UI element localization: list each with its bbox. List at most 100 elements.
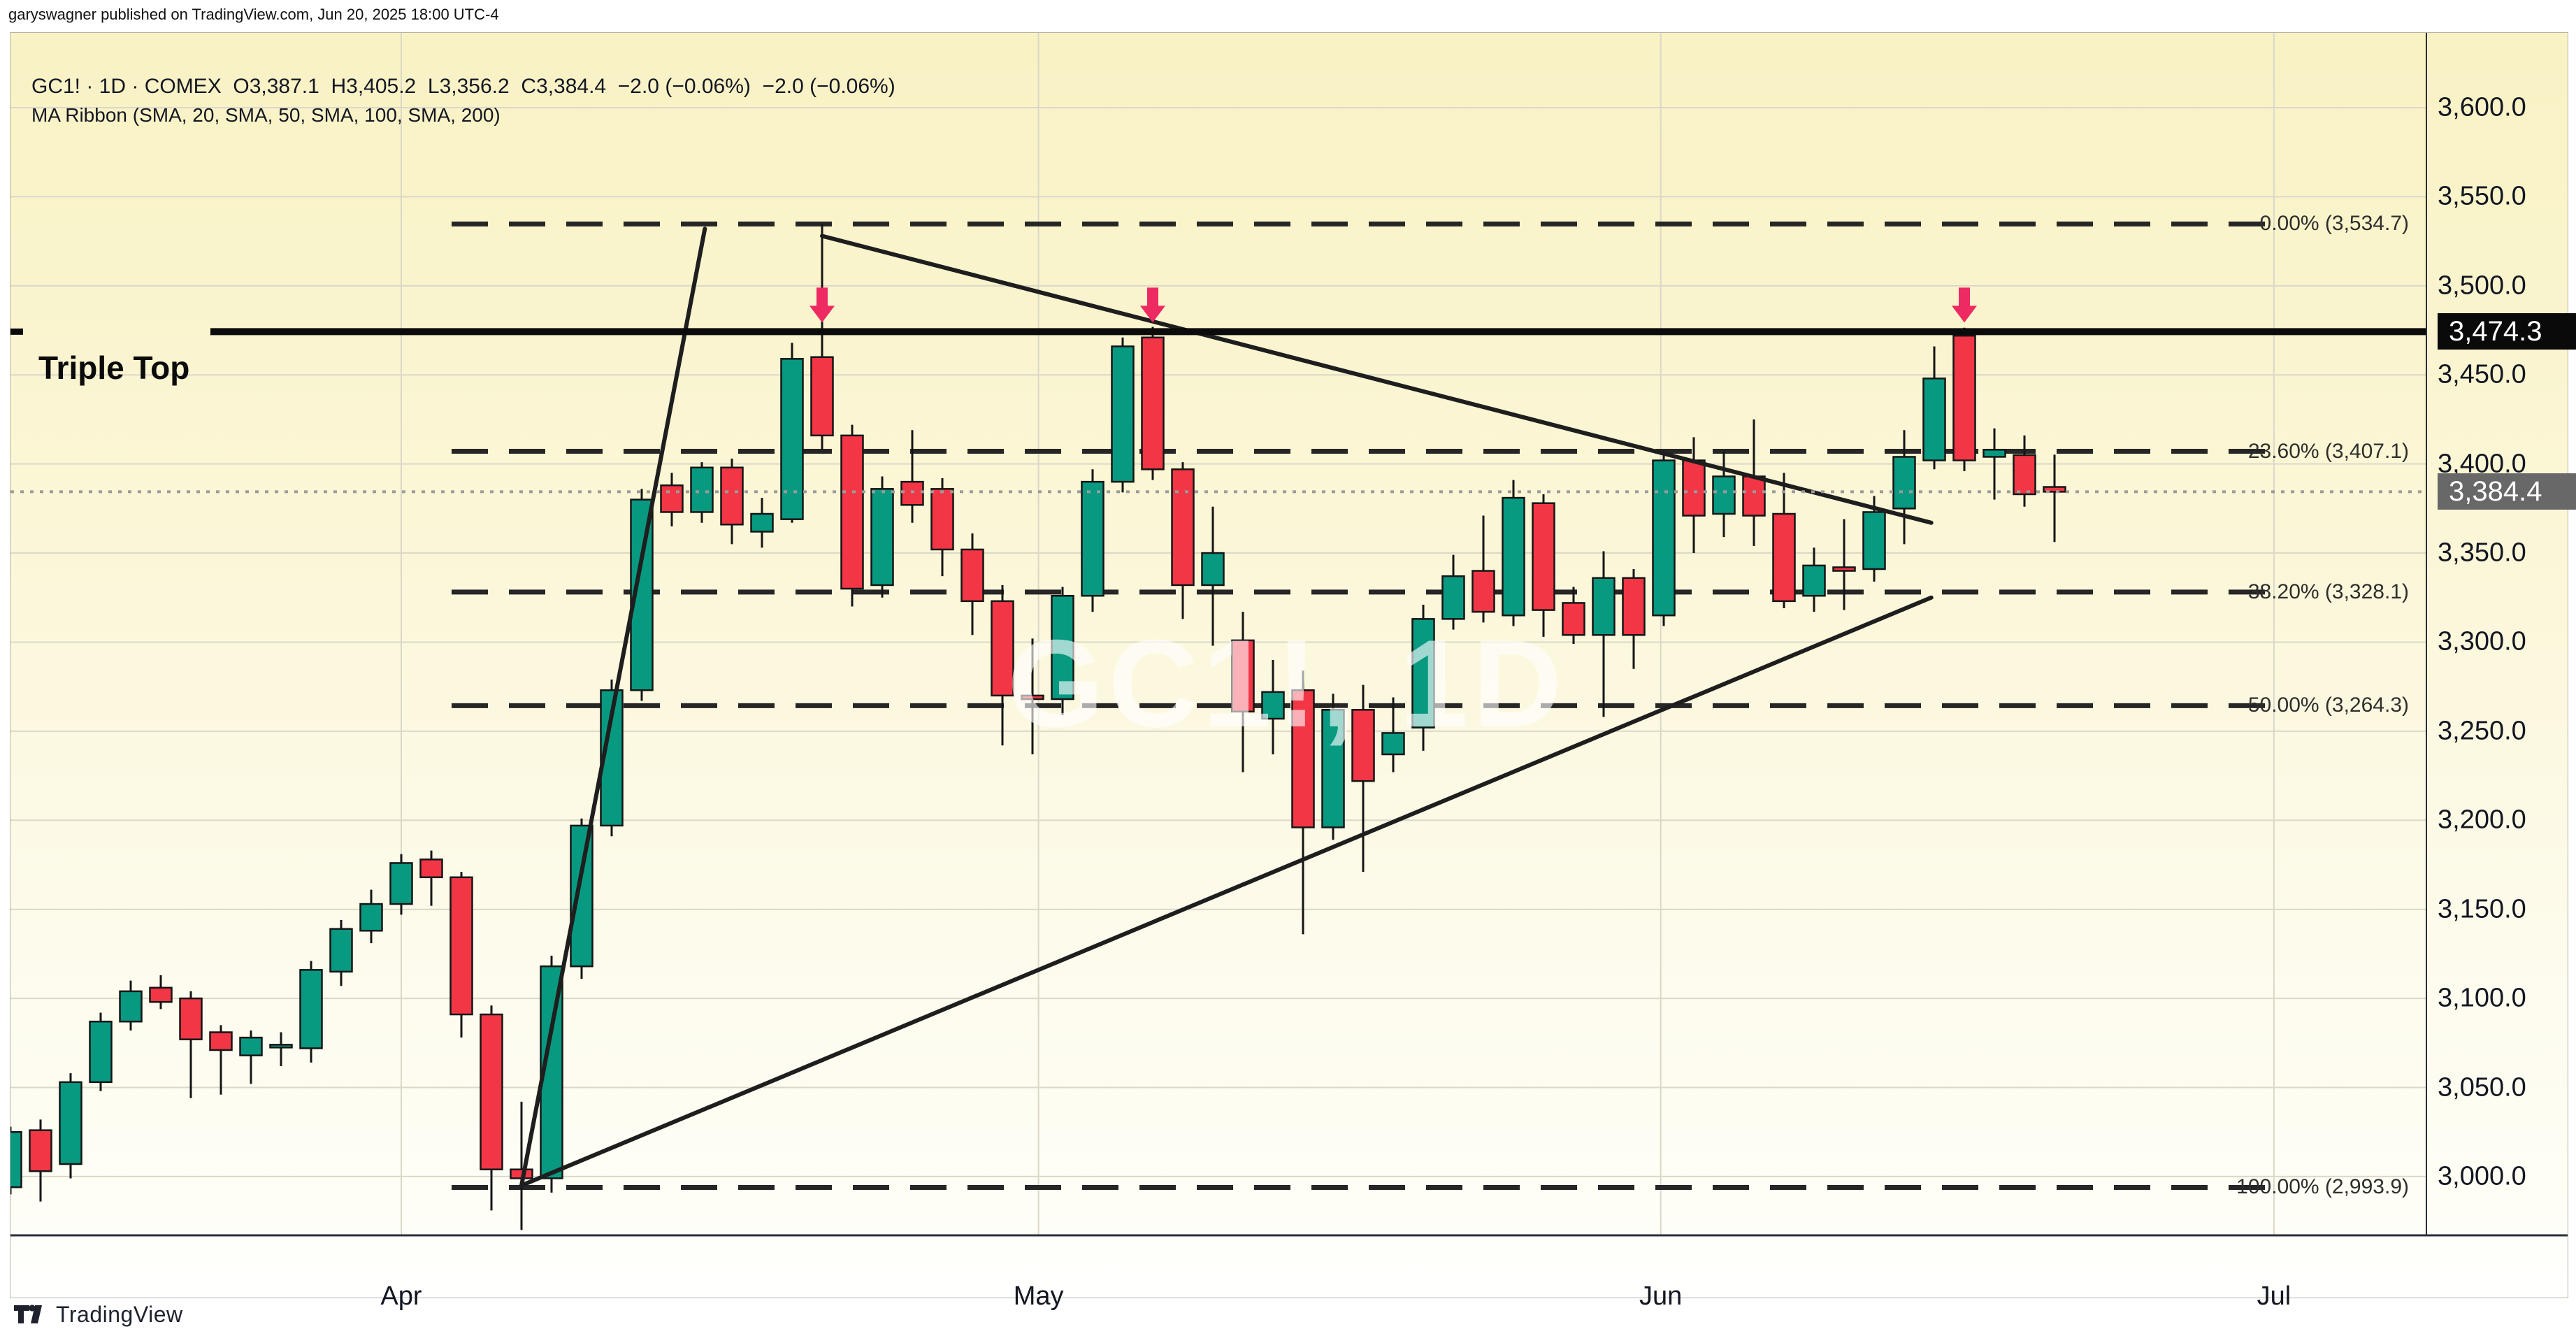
candle [660, 484, 684, 513]
chart-frame: GC1! · 1D · COMEX O3,387.1 H3,405.2 L3,3… [10, 32, 2576, 1311]
candle [1922, 378, 1946, 461]
candle [1321, 709, 1345, 828]
candle [1021, 694, 1044, 701]
candle [1712, 475, 1736, 515]
candle [720, 466, 744, 526]
candle [1472, 570, 1495, 613]
candle [1952, 334, 1976, 461]
candle [1231, 639, 1255, 713]
candle [1652, 459, 1676, 617]
candle [1111, 345, 1135, 483]
candle [900, 480, 924, 506]
price-tick-label: 3,400.0 [2438, 449, 2526, 479]
candle [750, 512, 774, 533]
price-tick-label: 3,150.0 [2438, 894, 2526, 924]
published-byline: garyswagner published on TradingView.com… [8, 6, 499, 23]
candle [359, 903, 383, 932]
price-tick-label: 3,550.0 [2438, 181, 2526, 211]
fib-level-label: 38.20% (3,328.1) [2247, 580, 2409, 603]
candle [780, 358, 804, 520]
candle [29, 1129, 52, 1172]
candle [1892, 456, 1916, 510]
candle [1862, 511, 1886, 570]
candle [1141, 336, 1165, 471]
candle [870, 488, 894, 587]
candle [480, 1013, 503, 1170]
time-axis-label: Jun [1639, 1281, 1683, 1311]
candles-layer [10, 224, 2066, 1230]
candle [840, 434, 864, 590]
price-tick-label: 3,100.0 [2438, 983, 2526, 1013]
candle [1532, 502, 1555, 611]
brand-name: TradingView [56, 1302, 183, 1327]
candle [1351, 709, 1375, 782]
candle [1381, 732, 1405, 756]
candle [1832, 566, 1856, 572]
tradingview-logo-icon [14, 1304, 42, 1323]
triple-top-annotation-label: Triple Top [38, 350, 190, 386]
candle [1562, 602, 1585, 636]
candle [1802, 564, 1826, 597]
candle [1411, 618, 1435, 729]
candle [89, 1020, 113, 1084]
fib-level-label: 0.00% (3,534.7) [2259, 212, 2409, 236]
candle [1291, 689, 1315, 828]
candle [960, 548, 984, 603]
price-tick-label: 3,050.0 [2438, 1072, 2526, 1102]
down-arrow-icon [1140, 287, 1165, 323]
price-tick-label: 3,200.0 [2438, 805, 2526, 835]
symbol-watermark: GC1!, 1D [1007, 614, 1567, 753]
time-axis-label: Apr [380, 1281, 422, 1311]
candle [209, 1031, 233, 1051]
candle [930, 488, 954, 551]
fib-level-label: 23.60% (3,407.1) [2247, 439, 2409, 463]
triple-top-price-badge: 3,474.3 [2438, 313, 2576, 350]
candle [1081, 480, 1104, 597]
price-tick-label: 3,450.0 [2438, 359, 2526, 389]
candle [690, 466, 714, 513]
candle [239, 1036, 263, 1056]
price-tick-label: 3,300.0 [2438, 626, 2526, 656]
candle [59, 1081, 82, 1165]
candle [1502, 496, 1525, 617]
candle [1592, 577, 1616, 636]
candle [1772, 512, 1796, 603]
candle [419, 859, 443, 879]
down-arrow-icon [810, 287, 835, 323]
candle [1051, 594, 1074, 701]
symbol-ohlc-legend: GC1! · 1D · COMEX O3,387.1 H3,405.2 L3,3… [31, 75, 895, 98]
candle [389, 862, 413, 905]
candle [329, 928, 353, 973]
candle [810, 356, 834, 437]
time-axis-label: May [1013, 1281, 1064, 1311]
last-price-badge: 3,384.4 [2438, 473, 2576, 510]
candle [149, 986, 173, 1003]
candle [1983, 449, 2006, 458]
price-tick-label: 3,000.0 [2438, 1161, 2526, 1191]
candle [1742, 475, 1766, 517]
time-axis-label: Jul [2257, 1281, 2291, 1311]
candle [1622, 577, 1646, 636]
footer: TradingView [14, 1302, 183, 1328]
price-tick-label: 3,350.0 [2438, 538, 2526, 568]
fib-level-label: 50.00% (3,264.3) [2247, 694, 2409, 717]
candle [1441, 575, 1465, 620]
candle [299, 969, 323, 1049]
sell-signal-arrows [810, 287, 1977, 323]
candle [1201, 552, 1225, 587]
candle [1682, 459, 1706, 517]
candle [1261, 691, 1285, 720]
candle [991, 600, 1014, 697]
chart-plot-area[interactable] [10, 33, 2568, 1298]
candle [570, 824, 593, 968]
candle [269, 1044, 293, 1049]
trendlines [519, 227, 1934, 1188]
candle [449, 876, 473, 1016]
candle [2013, 454, 2036, 496]
candle [1171, 468, 1195, 587]
price-tick-label: 3,250.0 [2438, 716, 2526, 746]
ma-ribbon-legend: MA Ribbon (SMA, 20, SMA, 50, SMA, 100, S… [31, 104, 501, 126]
price-tick-label: 3,500.0 [2438, 271, 2526, 301]
candle [179, 997, 203, 1040]
